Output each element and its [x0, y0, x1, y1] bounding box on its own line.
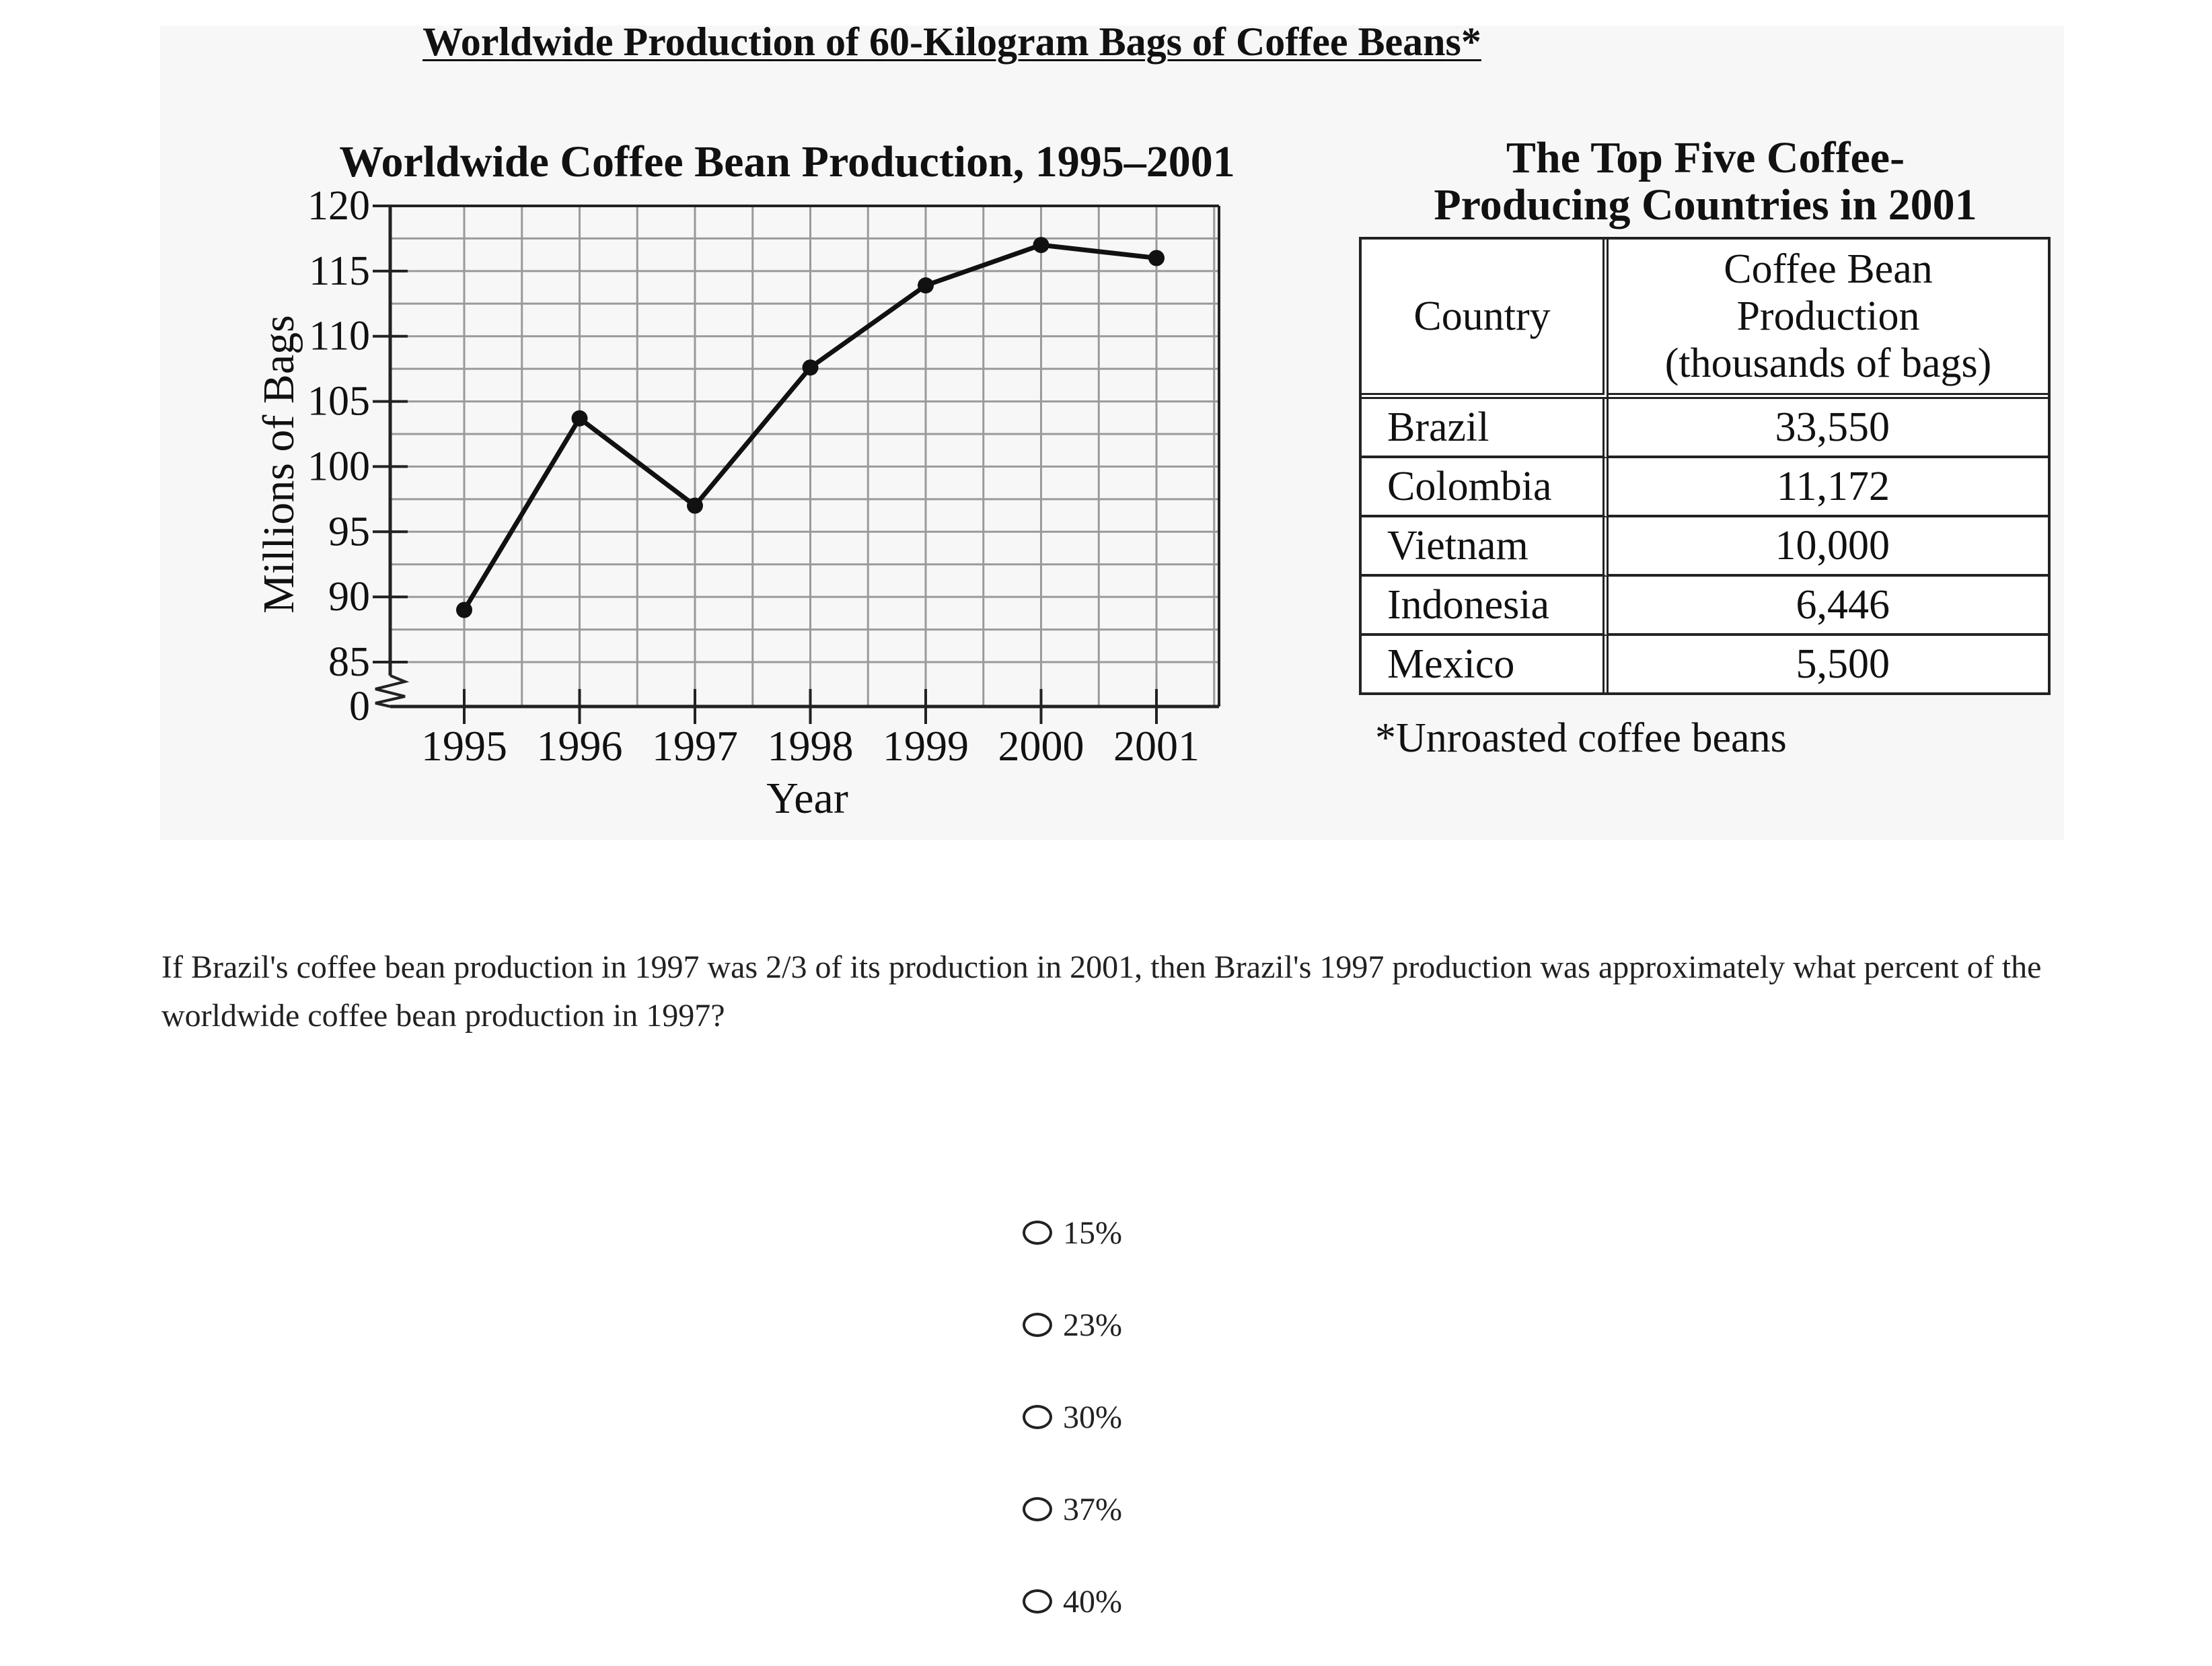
choice-label: 37% — [1063, 1491, 1122, 1527]
production-cell: 33,550 — [1609, 399, 2048, 458]
table-row: Mexico 5,500 — [1362, 636, 2048, 692]
table-title: The Top Five Coffee- Producing Countries… — [1278, 135, 2133, 229]
answer-choice-a[interactable]: 15% — [1023, 1206, 1197, 1260]
country-cell: Vietnam — [1362, 517, 1609, 577]
header-production-line2: Production — [1736, 293, 1920, 339]
radio-button[interactable] — [1023, 1589, 1052, 1614]
radio-button[interactable] — [1023, 1405, 1052, 1429]
answer-choice-c[interactable]: 30% — [1023, 1390, 1197, 1444]
figure-title: Worldwide Production of 60-Kilogram Bags… — [422, 20, 1481, 64]
choice-label: 23% — [1063, 1307, 1122, 1343]
table-footnote: *Unroasted coffee beans — [1375, 715, 1787, 761]
table-row: Colombia 11,172 — [1362, 458, 2048, 517]
country-cell: Mexico — [1362, 636, 1609, 692]
choice-label: 30% — [1063, 1399, 1122, 1435]
radio-button[interactable] — [1023, 1497, 1052, 1521]
production-cell: 5,500 — [1796, 641, 1890, 687]
production-cell: 6,446 — [1609, 577, 2048, 636]
coffee-production-table: Country Coffee Bean Production (thousand… — [1359, 237, 2051, 695]
answer-choice-e[interactable]: 40% — [1023, 1574, 1197, 1628]
country-cell: Colombia — [1362, 458, 1609, 517]
country-cell: Indonesia — [1362, 577, 1609, 636]
choice-label: 40% — [1063, 1583, 1122, 1620]
answer-choice-d[interactable]: 37% — [1023, 1482, 1197, 1536]
table-title-line2: Producing Countries in 2001 — [1434, 180, 1977, 229]
production-cell: 11,172 — [1609, 458, 2048, 517]
table-title-line1: The Top Five Coffee- — [1506, 133, 1905, 182]
answer-choice-b[interactable]: 23% — [1023, 1298, 1197, 1352]
header-production-line1: Coffee Bean — [1724, 246, 1933, 292]
header-production: Coffee Bean Production (thousands of bag… — [1609, 240, 2048, 399]
choice-label: 15% — [1063, 1215, 1122, 1251]
question-text: If Brazil's coffee bean production in 19… — [161, 949, 2042, 1034]
table-row: Indonesia 6,446 — [1362, 577, 2048, 636]
production-cell: 10,000 — [1609, 517, 2048, 577]
radio-button[interactable] — [1023, 1221, 1052, 1245]
radio-button[interactable] — [1023, 1313, 1052, 1337]
header-production-line3: (thousands of bags) — [1664, 340, 1992, 386]
country-cell: Brazil — [1362, 399, 1609, 458]
table-row: Brazil 33,550 — [1362, 399, 2048, 458]
table-header-row: Country Coffee Bean Production (thousand… — [1362, 240, 2048, 399]
header-country: Country — [1362, 240, 1609, 399]
table-row: Vietnam 10,000 — [1362, 517, 2048, 577]
